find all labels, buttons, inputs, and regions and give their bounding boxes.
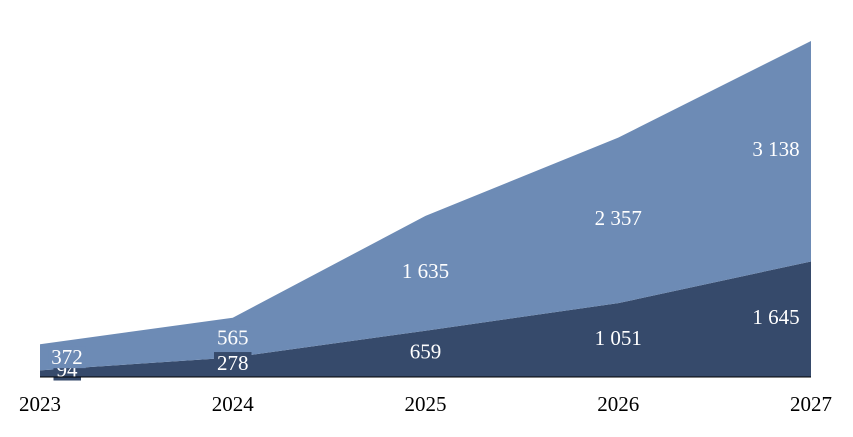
value-label: 565 (217, 325, 249, 349)
value-label: 2 357 (595, 206, 642, 230)
value-label: 3 138 (752, 137, 799, 161)
area (40, 261, 811, 377)
area (40, 41, 811, 371)
value-label-group: 1 645 (752, 305, 799, 329)
value-label-group: 659 (410, 340, 442, 364)
value-label: 659 (410, 340, 442, 364)
x-tick-label: 2027 (790, 392, 832, 416)
value-label: 372 (51, 345, 83, 369)
value-label-group: 278 (214, 351, 252, 375)
value-label-group: 1 635 (402, 259, 449, 283)
label-box (214, 326, 252, 349)
value-label-group: 565 (214, 325, 252, 349)
value-label: 1 645 (752, 305, 799, 329)
value-label-group: 2 357 (595, 206, 642, 230)
x-tick-label: 2026 (597, 392, 639, 416)
value-label: 1 051 (595, 326, 642, 350)
x-tick-label: 2024 (212, 392, 255, 416)
label-box (48, 346, 86, 369)
value-label: 1 635 (402, 259, 449, 283)
label-box (214, 352, 252, 375)
value-label-group: 372 (48, 345, 86, 369)
x-tick-label: 2023 (19, 392, 61, 416)
value-label-group: 3 138 (752, 137, 799, 161)
value-label: 278 (217, 351, 249, 375)
x-tick-label: 2025 (405, 392, 447, 416)
value-label-group: 1 051 (595, 326, 642, 350)
